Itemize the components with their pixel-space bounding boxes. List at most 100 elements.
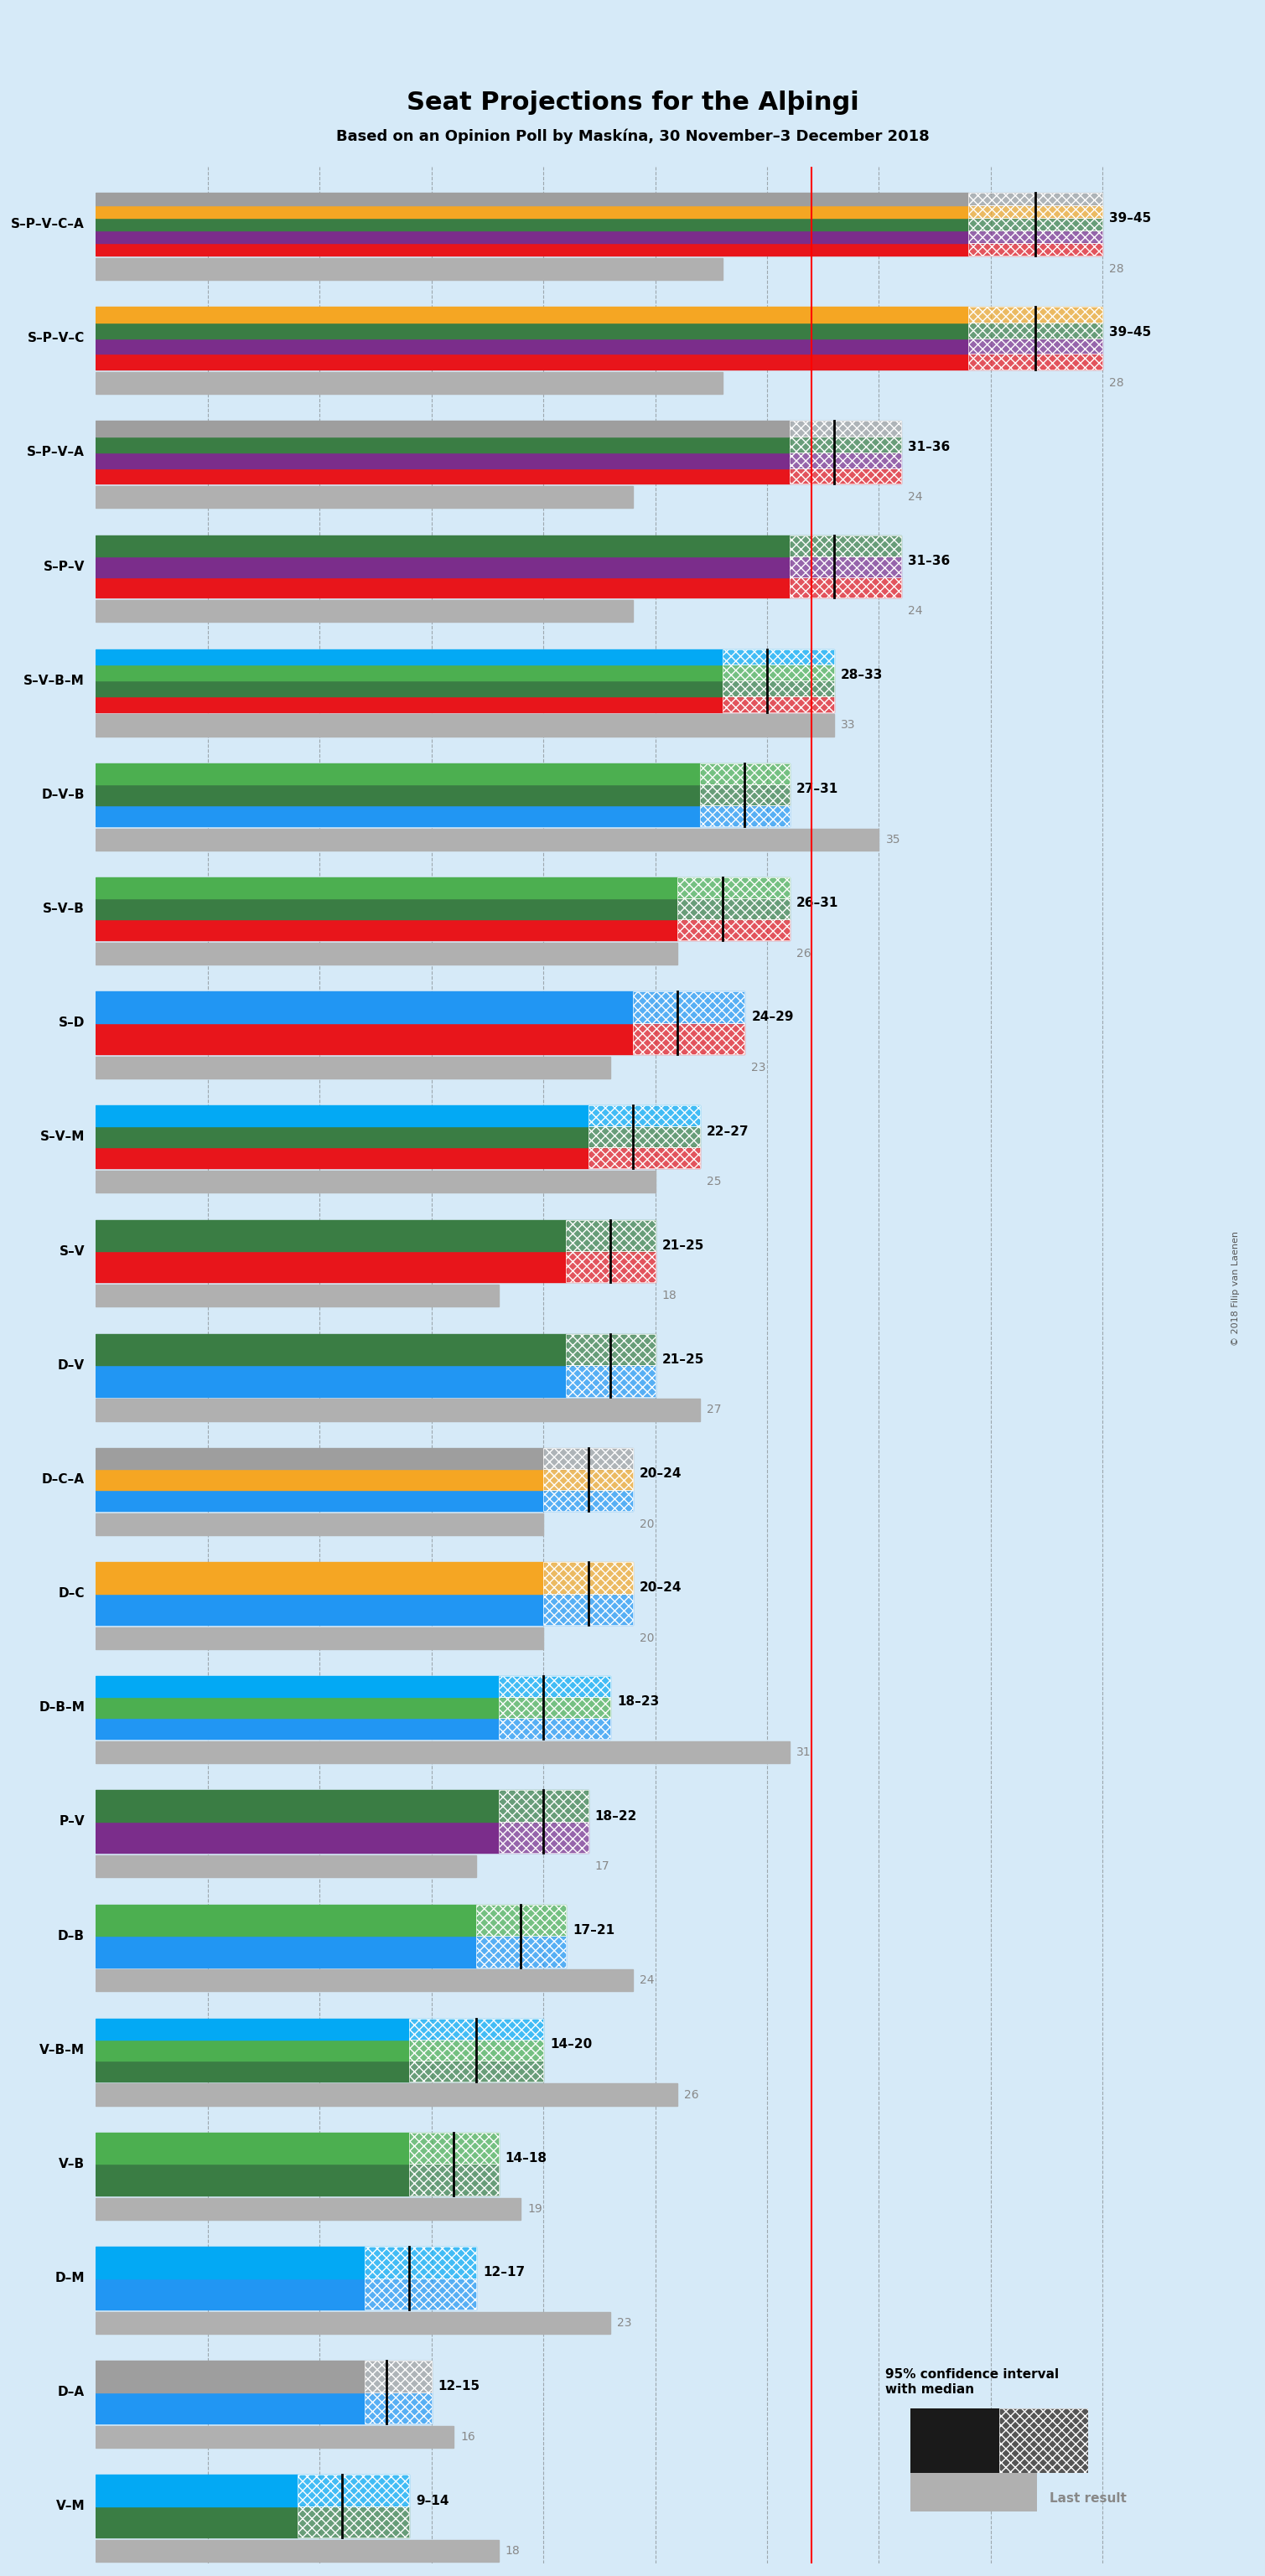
Text: S–P–V–C: S–P–V–C [28, 332, 85, 345]
Bar [789, 556, 901, 577]
Bar [96, 193, 969, 206]
Bar [409, 2133, 498, 2164]
Bar [96, 1628, 544, 1649]
Bar [96, 1821, 498, 1852]
Bar [96, 229, 969, 242]
Bar [96, 2246, 364, 2277]
Bar [409, 2061, 544, 2081]
Bar [700, 806, 789, 827]
Bar [409, 2061, 544, 2081]
Bar [678, 878, 789, 899]
Bar [96, 258, 722, 281]
Bar [96, 2540, 498, 2563]
Bar [96, 920, 678, 940]
Bar [96, 219, 969, 229]
Bar [969, 193, 1103, 206]
Bar [96, 2311, 611, 2334]
Bar [476, 1904, 565, 1935]
Bar [498, 1698, 611, 1718]
Bar [588, 1105, 700, 1126]
Bar [364, 2393, 431, 2424]
Bar [96, 1971, 632, 1991]
Text: 23: 23 [617, 2316, 631, 2329]
Text: S–P–V–C–A: S–P–V–C–A [11, 219, 85, 229]
Bar [96, 469, 789, 484]
Text: D–M: D–M [54, 2272, 85, 2285]
Bar [789, 438, 901, 453]
Bar [498, 1718, 611, 1739]
Bar [409, 2020, 544, 2040]
Bar [364, 2246, 476, 2277]
Bar [96, 1855, 476, 1878]
Bar [678, 878, 789, 899]
Bar [364, 2393, 431, 2424]
Text: 95% confidence interval
with median: 95% confidence interval with median [886, 2367, 1059, 2396]
Text: 28: 28 [1109, 376, 1125, 389]
Bar [722, 649, 834, 665]
Bar [722, 665, 834, 680]
Bar [96, 1741, 789, 1762]
Text: 27: 27 [707, 1404, 721, 1417]
Bar [96, 1698, 498, 1718]
Bar [96, 600, 632, 623]
Text: 24: 24 [908, 605, 922, 618]
Bar [96, 1023, 632, 1054]
Bar [565, 1334, 655, 1365]
Text: D–C–A: D–C–A [42, 1473, 85, 1486]
Bar [678, 920, 789, 940]
Bar [409, 2040, 544, 2061]
Bar [700, 762, 789, 783]
Bar [789, 577, 901, 598]
Bar [96, 1561, 544, 1595]
Bar [96, 1595, 544, 1625]
Bar [498, 1677, 611, 1698]
Text: 26: 26 [684, 2089, 700, 2099]
Text: 39–45: 39–45 [1109, 327, 1151, 340]
Bar [96, 577, 789, 598]
Text: D–V: D–V [58, 1360, 85, 1370]
Bar [700, 806, 789, 827]
Bar [96, 806, 700, 827]
Bar [409, 2164, 498, 2195]
Text: S–V: S–V [59, 1244, 85, 1257]
Text: © 2018 Filip van Laenen: © 2018 Filip van Laenen [1231, 1231, 1240, 1345]
Text: 22–27: 22–27 [707, 1126, 749, 1139]
Bar [544, 1595, 632, 1625]
Bar [96, 878, 678, 899]
Text: 31–36: 31–36 [908, 440, 950, 453]
Bar [969, 307, 1103, 322]
Bar [96, 1904, 476, 1935]
Bar [722, 680, 834, 696]
Bar [96, 680, 722, 696]
Bar [789, 453, 901, 469]
Bar [297, 2506, 409, 2537]
Bar [632, 1023, 745, 1054]
Bar [969, 219, 1103, 229]
Bar [96, 307, 969, 322]
Bar [409, 2020, 544, 2040]
Text: 20–24: 20–24 [640, 1468, 682, 1481]
Bar [96, 2133, 409, 2164]
Text: 24–29: 24–29 [751, 1010, 793, 1023]
Bar [969, 322, 1103, 337]
Bar [722, 649, 834, 665]
Bar [96, 2020, 409, 2040]
Bar [96, 783, 700, 806]
Text: 20: 20 [640, 1517, 654, 1530]
Bar [96, 2360, 364, 2393]
Bar [544, 1561, 632, 1595]
Text: 35: 35 [886, 835, 901, 845]
Bar [96, 337, 969, 353]
Bar [700, 762, 789, 783]
Bar [789, 536, 901, 556]
Bar [96, 438, 789, 453]
Text: S–V–M: S–V–M [40, 1131, 85, 1144]
Bar [96, 762, 700, 783]
Bar [297, 2476, 409, 2506]
Bar [632, 992, 745, 1023]
Text: 21–25: 21–25 [662, 1239, 705, 1252]
Text: 26–31: 26–31 [796, 896, 839, 909]
Bar [96, 2277, 364, 2311]
Bar [544, 1595, 632, 1625]
Bar [96, 353, 969, 371]
